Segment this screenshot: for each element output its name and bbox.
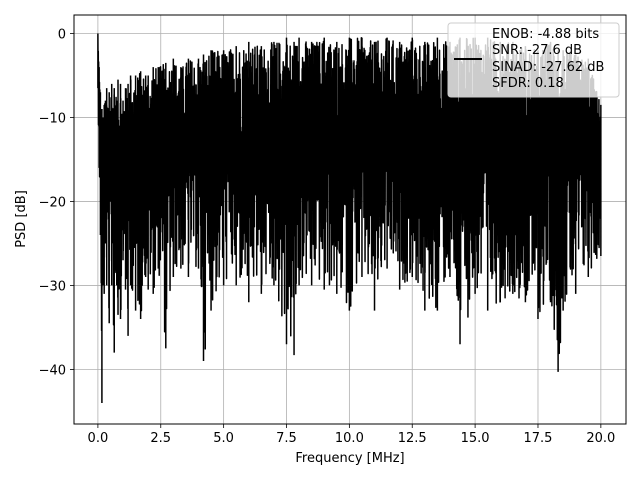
y-axis-ticks: 0 −10 −20 −30 −40 bbox=[39, 27, 74, 378]
series-group bbox=[97, 33, 602, 403]
psd-series-line bbox=[97, 33, 602, 403]
x-tick-label: 5.0 bbox=[213, 431, 234, 446]
plot-area bbox=[97, 33, 602, 403]
y-tick-label: −30 bbox=[39, 279, 66, 294]
y-tick-label: −40 bbox=[39, 363, 66, 378]
legend-line-sfdr: SFDR: 0.18 bbox=[492, 76, 564, 91]
legend-line-enob: ENOB: -4.88 bits bbox=[492, 27, 599, 42]
legend: ENOB: -4.88 bits SNR: -27.6 dB SINAD: -2… bbox=[447, 22, 620, 98]
x-tick-label: 12.5 bbox=[398, 431, 427, 446]
y-axis-label: PSD [dB] bbox=[14, 190, 29, 248]
x-tick-label: 17.5 bbox=[524, 431, 553, 446]
legend-box bbox=[447, 22, 620, 98]
legend-line-snr: SNR: -27.6 dB bbox=[492, 43, 582, 58]
x-axis-ticks: 0.0 2.5 5.0 7.5 10.0 12.5 15.0 17.5 20.0 bbox=[88, 424, 615, 446]
x-tick-label: 7.5 bbox=[276, 431, 297, 446]
x-tick-label: 20.0 bbox=[586, 431, 615, 446]
x-tick-label: 10.0 bbox=[335, 431, 364, 446]
x-axis-label: Frequency [MHz] bbox=[295, 451, 404, 466]
x-tick-label: 2.5 bbox=[150, 431, 171, 446]
y-tick-label: 0 bbox=[58, 27, 66, 42]
legend-line-sinad: SINAD: -27.62 dB bbox=[492, 60, 604, 75]
axes-frame bbox=[73, 14, 627, 425]
x-tick-label: 0.0 bbox=[88, 431, 109, 446]
y-tick-label: −20 bbox=[39, 195, 66, 210]
y-tick-label: −10 bbox=[39, 111, 66, 126]
x-tick-label: 15.0 bbox=[461, 431, 490, 446]
